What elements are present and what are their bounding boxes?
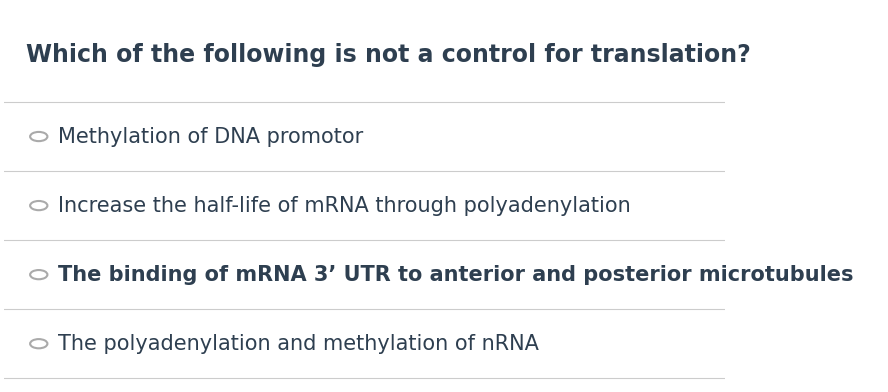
Text: The polyadenylation and methylation of nRNA: The polyadenylation and methylation of n… (59, 334, 539, 354)
Text: Increase the half-life of mRNA through polyadenylation: Increase the half-life of mRNA through p… (59, 196, 631, 216)
Text: Which of the following is not a control for translation?: Which of the following is not a control … (26, 43, 750, 67)
Text: Methylation of DNA promotor: Methylation of DNA promotor (59, 127, 363, 147)
Text: The binding of mRNA 3’ UTR to anterior and posterior microtubules: The binding of mRNA 3’ UTR to anterior a… (59, 265, 853, 285)
